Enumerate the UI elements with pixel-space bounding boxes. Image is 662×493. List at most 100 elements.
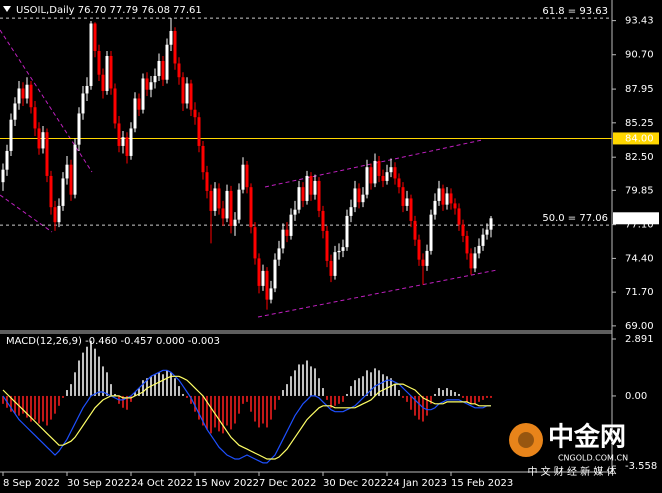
candle-body [473,253,477,269]
candle-body [249,187,253,228]
macd-histogram-bar [318,378,320,396]
macd-histogram-bar [94,348,96,396]
macd-histogram-bar [402,395,404,398]
macd-histogram-bar [182,393,184,396]
macd-histogram-bar [442,390,444,396]
macd-histogram-bar [278,395,280,400]
candle-body [17,88,21,104]
candle-body [437,188,441,201]
macd-histogram-bar [218,395,220,432]
candle-body [129,128,133,156]
macd-histogram-bar [338,395,340,404]
candle-body [469,253,473,269]
macd-histogram-bar [458,393,460,396]
y-tick-label: 85.25 [625,118,654,129]
macd-histogram-bar [478,395,480,402]
macd-histogram-bar [250,395,252,412]
macd-histogram-bar [114,393,116,396]
candle-body [97,50,101,75]
macd-histogram-bar [310,366,312,396]
macd-histogram-bar [394,384,396,396]
macd-histogram-bar [286,384,288,396]
candle-body [105,55,109,91]
level-label: 50.0 = 77.06 [542,213,608,224]
candle-body [241,164,245,190]
candle-body [405,198,409,206]
macd-histogram-bar [422,395,424,422]
macd-histogram-bar [206,395,208,430]
macd-histogram-bar [42,395,44,422]
macd-histogram-bar [326,395,328,400]
macd-histogram-bar [30,395,32,422]
macd-histogram-bar [194,395,196,412]
macd-histogram-bar [134,392,136,396]
candle-body [393,167,397,179]
macd-histogram-bar [482,395,484,400]
candle-body [325,230,329,261]
macd-histogram-bar [210,395,212,434]
candle-body [281,229,285,249]
candle-body [93,23,97,51]
macd-histogram-bar [354,380,356,396]
candle-body [321,210,325,231]
candle-body [481,234,485,246]
macd-histogram-bar [330,395,332,408]
macd-histogram-bar [26,395,28,418]
macd-histogram-bar [314,368,316,396]
macd-histogram-bar [298,364,300,396]
candle-body [313,180,317,195]
y-tick-label: 69.00 [625,321,654,332]
candle-body [293,209,297,215]
candle-body [333,252,337,276]
macd-histogram-bar [122,395,124,408]
macd-line [2,375,491,460]
candle-body [225,190,229,219]
macd-histogram-bar [82,352,84,396]
macd-histogram-bar [162,374,164,396]
macd-histogram-bar [282,390,284,396]
candle-body [117,123,121,146]
candle-body [381,175,385,181]
macd-histogram-bar [446,388,448,396]
candle-body [221,208,225,219]
candle-body [341,247,345,251]
macd-histogram-bar [98,356,100,396]
macd-histogram-bar [158,372,160,396]
macd-histogram-bar [438,388,440,396]
symbol-icon [3,6,11,12]
watermark-tagline: 中 文 财 经 新 媒 体 [527,465,616,478]
candle-body [121,137,125,146]
candle-body [197,117,201,146]
macd-histogram-bar [242,395,244,404]
downtrend-line [0,29,93,173]
macd-histogram-bar [230,395,232,430]
macd-histogram-bar [378,370,380,396]
candle-body [261,270,265,286]
candle-body [177,63,181,78]
candle-body [269,288,273,300]
x-tick-label: 24 Oct 2022 [131,478,193,489]
candle-body [81,93,85,114]
macd-histogram-bar [270,395,272,420]
x-tick-label: 15 Nov 2022 [195,478,259,489]
candle-body [401,187,405,206]
candle-body [289,214,293,236]
macd-histogram-bar [78,360,80,396]
macd-histogram-bar [410,395,412,410]
price-tag-label: 77.61 [625,213,654,224]
macd-histogram-bar [374,368,376,396]
macd-histogram-bar [454,392,456,396]
candle-body [9,119,13,151]
logo [509,423,543,457]
macd-histogram-bar [350,386,352,396]
candle-body [245,164,249,188]
candle-body [189,83,193,110]
x-tick-label: 7 Dec 2022 [259,478,317,489]
macd-histogram-bar [474,395,476,404]
candle-body [277,248,281,260]
macd-histogram-bar [490,395,492,398]
candle-body [329,260,333,276]
candle-body [101,74,105,91]
